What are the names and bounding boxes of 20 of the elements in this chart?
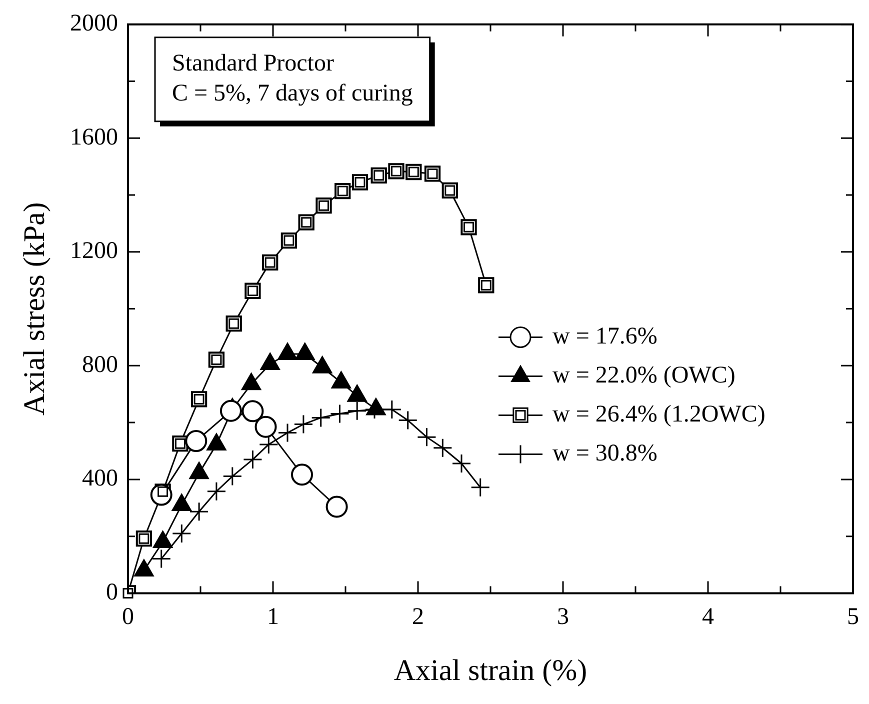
x-tick-label: 1 [267,604,279,630]
legend-label: w = 30.8% [552,440,658,467]
x-tick-label: 5 [847,604,859,630]
y-tick-label: 2000 [70,10,118,37]
x-tick-label: 3 [557,604,569,630]
y-axis-title: Axial stress (kPa) [18,202,51,416]
y-tick-label: 800 [82,352,118,378]
annotation: Standard Proctor [172,50,334,77]
legend-label: w = 17.6% [552,324,658,350]
x-tick-label: 2 [412,604,424,630]
y-tick-label: 0 [106,579,118,606]
y-tick-label: 1600 [70,124,118,150]
annotation: C = 5%, 7 days of curing [172,80,413,107]
y-tick-label: 400 [82,466,118,492]
x-tick-label: 0 [122,604,134,630]
legend-label: w = 22.0% (OWC) [552,362,736,389]
x-tick-label: 4 [702,604,714,630]
legend-label: w = 26.4% (1.2OWC) [552,402,766,428]
y-tick-label: 1200 [70,238,118,264]
x-axis-title: Axial strain (%) [394,654,588,687]
